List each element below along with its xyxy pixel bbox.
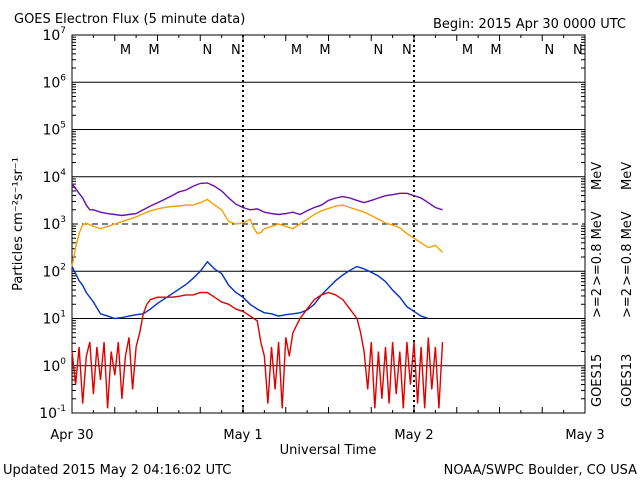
eclipse-marker: M [462, 43, 473, 58]
x-axis-label: Universal Time [280, 443, 377, 458]
series-lines [71, 182, 444, 409]
eclipse-marker: M [319, 43, 330, 58]
x-tick-label: Apr 30 [50, 428, 93, 443]
legend-ge08-goes13: >=0.8 MeV [620, 211, 635, 286]
eclipse-marker: N [545, 43, 555, 58]
legend-mev-goes13: MeV [620, 162, 635, 190]
series-line [71, 198, 443, 267]
plot-frame [71, 34, 586, 414]
eclipse-marker: M [148, 43, 159, 58]
y-tick-label: 10-1 [39, 404, 66, 422]
y-tick-label: 100 [42, 357, 66, 375]
series-line [71, 291, 444, 409]
footer-source: NOAA/SWPC Boulder, CO USA [444, 463, 637, 478]
y-tick-label: 107 [42, 26, 66, 44]
x-tick-label: May 1 [223, 428, 262, 443]
eclipse-marker: M [120, 43, 131, 58]
x-tick-labels: Apr 30 May 1 May 2 May 3 [50, 428, 604, 443]
y-tick-label: 102 [42, 262, 66, 280]
eclipse-marker: N [374, 43, 384, 58]
y-tick-labels: 107 106 105 104 103 102 101 100 10-1 [39, 26, 66, 422]
x-tick-label: May 2 [394, 428, 433, 443]
series-line [71, 182, 443, 217]
y-axis-label: Particles cm⁻²s⁻¹sr⁻¹ [11, 157, 26, 291]
y-tick-label: 105 [42, 121, 66, 139]
y-tick-label: 101 [42, 310, 66, 328]
eclipse-marker: N [203, 43, 213, 58]
y-tick-label: 104 [42, 168, 66, 186]
y-tick-label: 106 [42, 73, 66, 91]
right-legend: >=2 >=0.8 MeV MeV GOES15 >=2 >=0.8 MeV MeV GOES… [590, 162, 635, 407]
y-tick-label: 103 [42, 215, 66, 233]
series-line [71, 260, 429, 320]
legend-ge08-goes15: >=0.8 MeV [590, 211, 605, 286]
begin-label: Begin: 2015 Apr 30 0000 UTC [433, 17, 626, 32]
x-tick-label: May 3 [565, 428, 604, 443]
eclipse-marker: N [573, 43, 583, 58]
legend-mev-goes15: MeV [590, 162, 605, 190]
legend-satellite-goes15: GOES15 [590, 354, 605, 407]
chart-title: GOES Electron Flux (5 minute data) [14, 12, 245, 27]
footer-updated: Updated 2015 May 2 04:16:02 UTC [3, 463, 231, 478]
eclipse-marker: N [402, 43, 412, 58]
legend-satellite-goes13: GOES13 [620, 354, 635, 407]
eclipse-marker: N [231, 43, 241, 58]
eclipse-marker: M [490, 43, 501, 58]
eclipse-marker: M [291, 43, 302, 58]
grid-lines [72, 35, 585, 413]
legend-ge2-goes15: >=2 [590, 288, 605, 318]
legend-ge2-goes13: >=2 [620, 288, 635, 318]
